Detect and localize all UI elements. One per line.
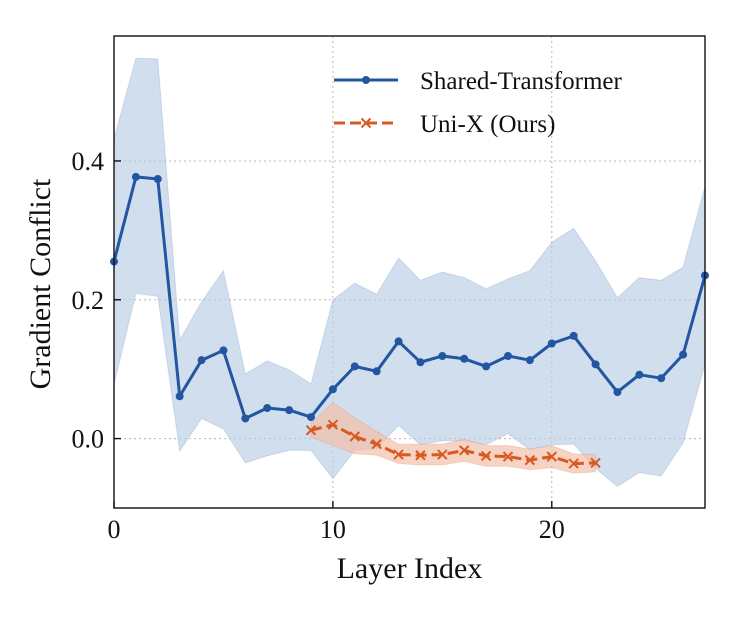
point-uni-x-ours (524, 454, 536, 466)
y-tick-label: 0.2 (72, 286, 105, 315)
x-tick-label: 20 (539, 515, 565, 544)
y-tick-label: 0.0 (72, 425, 105, 454)
point-uni-x-ours (393, 449, 404, 460)
axis-ticks: 0 10 20 0.0 0.2 0.4 (72, 147, 565, 544)
point-shared-transformer (438, 351, 447, 360)
point-shared-transformer (657, 374, 666, 383)
x-axis-label: Layer Index (337, 552, 483, 585)
point-shared-transformer (219, 346, 228, 355)
point-shared-transformer (591, 360, 600, 369)
point-uni-x-ours (305, 425, 317, 436)
point-uni-x-ours (459, 445, 470, 456)
band-uni-x-ours (310, 401, 597, 474)
series-lines (112, 175, 707, 466)
point-shared-transformer (569, 331, 578, 340)
y-axis-label: Gradient Conflict (24, 178, 57, 389)
legend-label-shared-transformer: Shared-Transformer (420, 68, 622, 95)
point-uni-x-ours (437, 449, 448, 460)
point-uni-x-ours (415, 450, 426, 461)
legend: Shared-Transformer Uni-X (Ours) (334, 68, 622, 138)
point-uni-x-ours (327, 419, 339, 430)
point-shared-transformer (372, 367, 381, 376)
legend-marker-uni-x (360, 117, 372, 129)
point-uni-x-ours (502, 451, 514, 462)
point-shared-transformer (263, 404, 272, 413)
y-tick-label: 0.4 (72, 147, 105, 176)
confidence-bands (113, 57, 706, 488)
legend-entry-uni-x: Uni-X (Ours) (334, 111, 555, 138)
series-line-uni-x-ours (310, 423, 596, 466)
point-shared-transformer (197, 356, 206, 365)
point-uni-x-ours (349, 431, 360, 442)
point-shared-transformer (241, 414, 250, 423)
legend-entry-shared-transformer: Shared-Transformer (334, 68, 622, 95)
point-shared-transformer (547, 339, 556, 348)
point-shared-transformer (635, 370, 644, 379)
point-uni-x-ours (568, 458, 579, 469)
point-shared-transformer (482, 362, 491, 371)
point-shared-transformer (153, 174, 162, 183)
point-shared-transformer (328, 385, 337, 394)
point-shared-transformer (394, 337, 403, 346)
point-uni-x-ours (590, 457, 601, 469)
point-shared-transformer (525, 356, 534, 365)
x-tick-label: 0 (108, 515, 121, 544)
point-shared-transformer (350, 362, 359, 371)
band-shared-transformer (113, 57, 706, 488)
x-tick-label: 10 (320, 515, 346, 544)
point-shared-transformer (460, 354, 469, 363)
point-shared-transformer (285, 406, 294, 415)
point-shared-transformer (307, 413, 315, 422)
plot-frame (113, 35, 706, 509)
point-uni-x-ours (480, 450, 492, 462)
point-uni-x-ours (546, 451, 557, 462)
point-shared-transformer (613, 388, 622, 397)
point-shared-transformer (131, 172, 140, 181)
point-uni-x-ours (371, 438, 382, 450)
point-shared-transformer (679, 350, 688, 359)
point-shared-transformer (175, 392, 184, 401)
point-shared-transformer (504, 351, 512, 360)
series-line-shared-transformer (112, 175, 707, 420)
legend-marker-shared-transformer (362, 76, 370, 84)
point-shared-transformer (416, 358, 425, 367)
legend-label-uni-x: Uni-X (Ours) (420, 111, 555, 138)
series-markers (110, 172, 709, 469)
